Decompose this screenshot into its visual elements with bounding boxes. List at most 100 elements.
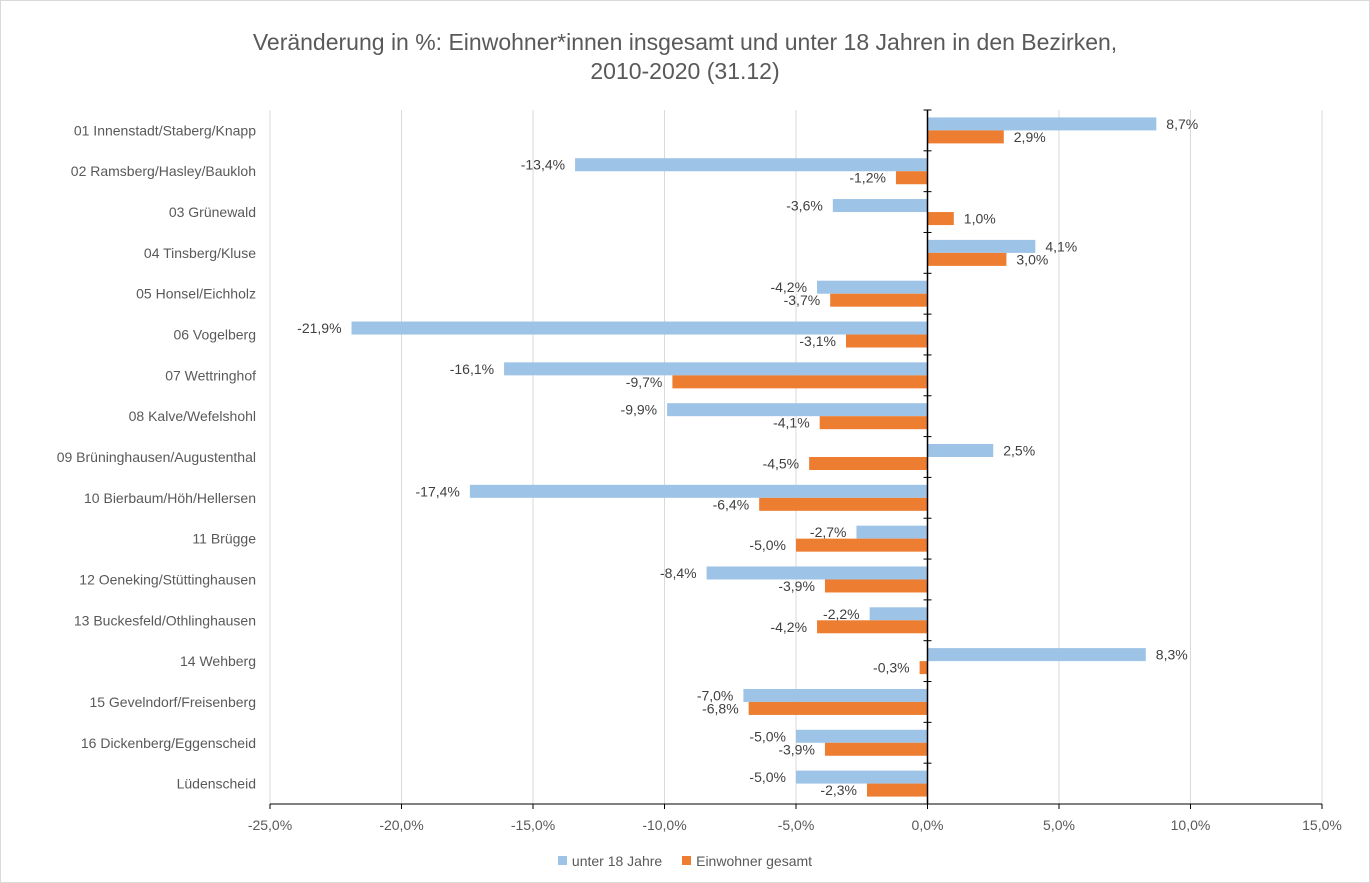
legend-item-total: Einwohner gesamt xyxy=(682,853,812,869)
category-label-9: 10 Bierbaum/Höh/Hellersen xyxy=(84,490,256,506)
bar-total-16 xyxy=(867,783,928,797)
bar-under18-1 xyxy=(575,158,928,172)
bar-under18-8 xyxy=(927,444,994,457)
data-label-under18-4: -4,2% xyxy=(770,279,807,295)
data-label-total-0: 2,9% xyxy=(1014,129,1046,145)
legend-swatch-under-18 xyxy=(557,856,567,865)
x-tick-label-4: -5,0% xyxy=(778,817,815,833)
bar-under18-0 xyxy=(927,117,1157,131)
data-label-total-10: -5,0% xyxy=(749,537,786,553)
category-label-4: 05 Honsel/Eichholz xyxy=(136,286,256,302)
data-label-under18-11: -8,4% xyxy=(660,565,697,581)
x-tick-label-2: -15,0% xyxy=(511,817,555,833)
category-label-13: 14 Wehberg xyxy=(180,653,256,669)
category-label-11: 12 Oeneking/Stüttinghausen xyxy=(79,571,256,587)
bar-under18-13 xyxy=(927,648,1146,662)
category-label-7: 08 Kalve/Wefelshohl xyxy=(129,408,256,424)
data-label-total-4: -3,7% xyxy=(784,292,821,308)
data-label-under18-8: 2,5% xyxy=(1003,443,1035,459)
data-label-total-7: -4,1% xyxy=(773,415,810,431)
data-label-under18-14: -7,0% xyxy=(697,687,734,703)
x-tick-label-3: -10,0% xyxy=(642,817,686,833)
category-label-6: 07 Wettringhof xyxy=(165,367,256,383)
data-label-under18-12: -2,2% xyxy=(823,606,860,622)
data-label-total-1: -1,2% xyxy=(849,170,886,186)
data-label-total-13: -0,3% xyxy=(873,660,910,676)
category-label-15: 16 Dickenberg/Eggenscheid xyxy=(81,735,256,751)
chart-title-line-2: 2010-2020 (31.12) xyxy=(590,58,780,84)
legend-label-total: Einwohner gesamt xyxy=(696,852,813,869)
data-label-total-16: -2,3% xyxy=(820,782,857,798)
category-label-0: 01 Innenstadt/Staberg/Knapp xyxy=(74,122,256,138)
data-label-under18-1: -13,4% xyxy=(521,157,565,173)
x-tick-label-6: 5,0% xyxy=(1043,817,1075,833)
bar-total-14 xyxy=(748,701,928,715)
data-label-under18-6: -16,1% xyxy=(450,361,494,377)
data-label-under18-16: -5,0% xyxy=(749,769,786,785)
data-label-under18-7: -9,9% xyxy=(621,402,658,418)
bar-total-15 xyxy=(824,742,928,756)
legend-swatch-total xyxy=(682,856,692,865)
category-label-1: 02 Ramsberg/Hasley/Baukloh xyxy=(71,163,256,179)
data-label-under18-15: -5,0% xyxy=(749,728,786,744)
data-label-total-6: -9,7% xyxy=(626,374,663,390)
bar-total-6 xyxy=(672,375,928,389)
category-label-16: Lüdenscheid xyxy=(177,776,256,792)
bar-under18-14 xyxy=(743,688,928,702)
bar-total-13 xyxy=(919,661,928,675)
bar-total-0 xyxy=(927,130,1004,144)
data-label-under18-10: -2,7% xyxy=(810,524,847,540)
category-label-10: 11 Brügge xyxy=(192,531,256,547)
data-label-under18-0: 8,7% xyxy=(1166,116,1198,132)
bar-total-4 xyxy=(830,293,928,307)
bar-under18-6 xyxy=(504,362,928,376)
bar-total-5 xyxy=(845,334,928,348)
data-label-total-8: -4,5% xyxy=(763,456,800,472)
chart-legend: unter 18 Jahre Einwohner gesamt xyxy=(0,852,1370,869)
category-label-5: 06 Vogelberg xyxy=(173,327,256,343)
data-label-total-14: -6,8% xyxy=(702,700,739,716)
x-tick-label-0: -25,0% xyxy=(248,817,292,833)
data-label-under18-13: 8,3% xyxy=(1156,647,1188,663)
data-label-total-15: -3,9% xyxy=(778,741,815,757)
category-label-14: 15 Gevelndorf/Freisenberg xyxy=(89,694,256,710)
legend-item-under-18: unter 18 Jahre xyxy=(557,852,663,869)
category-label-2: 03 Grünewald xyxy=(169,204,256,220)
data-label-total-3: 3,0% xyxy=(1016,251,1048,267)
bar-total-7 xyxy=(819,416,928,430)
data-label-total-9: -6,4% xyxy=(713,496,750,512)
bar-under18-7 xyxy=(667,403,928,417)
bar-under18-9 xyxy=(469,484,928,498)
bar-under18-11 xyxy=(706,566,928,580)
legend-label-under-18: unter 18 Jahre xyxy=(571,852,663,869)
x-tick-label-1: -20,0% xyxy=(379,817,423,833)
data-label-total-5: -3,1% xyxy=(799,333,836,349)
data-label-total-11: -3,9% xyxy=(778,578,815,594)
data-label-under18-9: -17,4% xyxy=(416,483,460,499)
bar-under18-2 xyxy=(832,199,928,213)
bar-under18-10 xyxy=(856,525,928,539)
data-label-under18-3: 4,1% xyxy=(1045,238,1077,254)
bar-total-1 xyxy=(895,171,928,185)
bar-under18-16 xyxy=(796,770,928,784)
category-label-3: 04 Tinsberg/Kluse xyxy=(144,245,256,261)
chart-title-line-1: Veränderung in %: Einwohner*innen insges… xyxy=(252,29,1118,55)
category-label-12: 13 Buckesfeld/Othlinghausen xyxy=(74,612,256,628)
bar-under18-12 xyxy=(869,607,928,621)
x-tick-label-8: 15,0% xyxy=(1302,817,1342,833)
data-label-under18-5: -21,9% xyxy=(297,320,341,336)
x-tick-label-7: 10,0% xyxy=(1171,817,1211,833)
chart-title: Veränderung in %: Einwohner*innen insges… xyxy=(0,28,1370,86)
bar-under18-3 xyxy=(927,239,1036,253)
bar-total-2 xyxy=(927,212,954,226)
bar-total-3 xyxy=(927,252,1007,266)
bar-under18-15 xyxy=(796,729,928,743)
bar-under18-5 xyxy=(351,321,928,335)
bar-total-12 xyxy=(817,620,928,634)
bar-total-9 xyxy=(759,497,928,511)
x-tick-label-5: 0,0% xyxy=(912,817,944,833)
bar-total-11 xyxy=(824,579,928,593)
category-label-8: 09 Brüninghausen/Augustenthal xyxy=(57,449,256,465)
data-label-total-12: -4,2% xyxy=(770,619,807,635)
